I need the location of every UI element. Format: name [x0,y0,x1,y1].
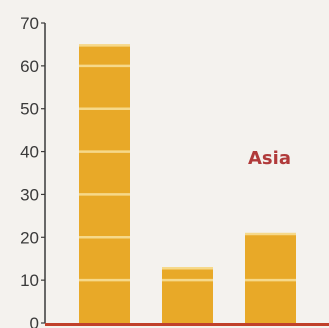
y-tick-label: 60 [20,57,39,76]
region-annotation: Asia [248,148,291,169]
y-tick-label: 70 [20,14,39,33]
bar-3 [245,233,296,323]
y-tick-label: 0 [30,314,39,328]
bar-1 [79,44,130,324]
y-tick-label: 30 [20,185,39,204]
bar-2 [162,267,213,323]
bars [79,44,296,324]
y-tick-label: 50 [20,100,39,119]
y-tick-label: 10 [20,271,39,290]
y-axis: 0 10 20 30 40 50 60 70 [20,14,46,328]
y-tick-label: 40 [20,143,39,162]
y-tick-label: 20 [20,228,39,247]
